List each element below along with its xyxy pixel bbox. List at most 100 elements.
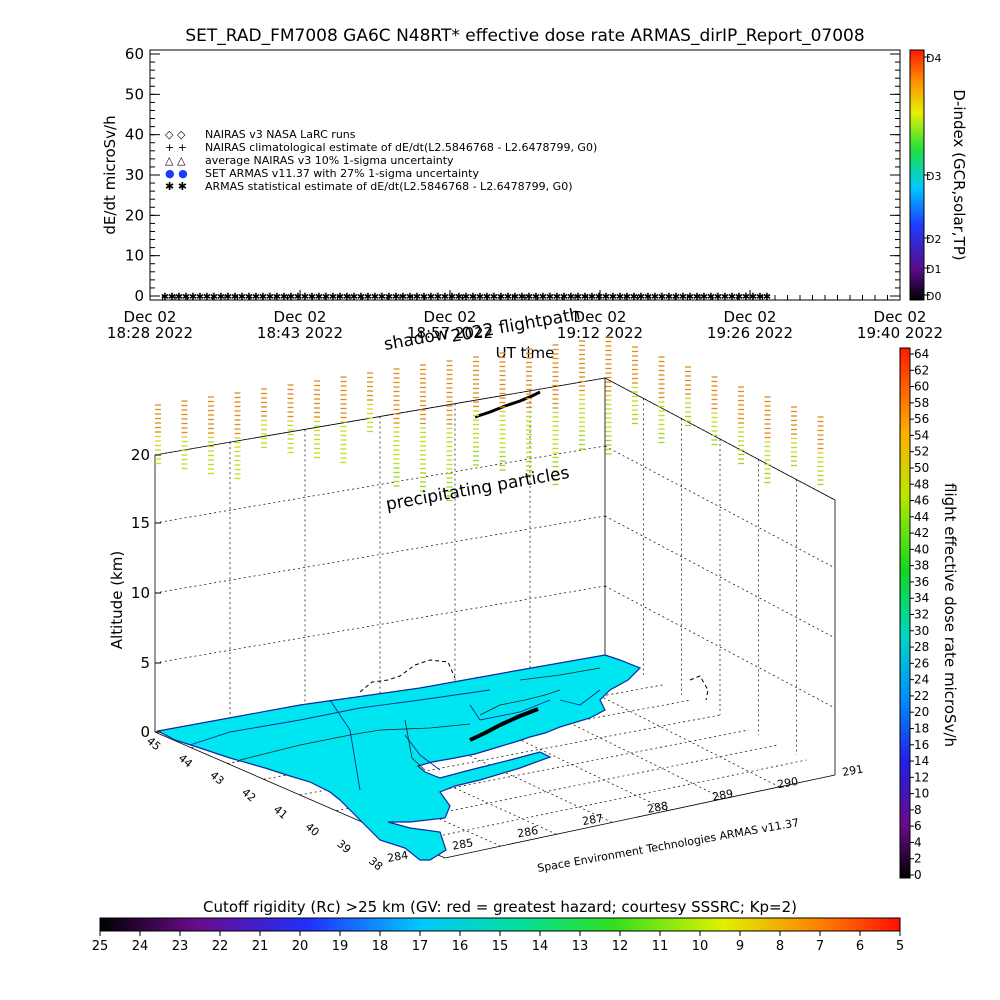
shadow-outline [359, 659, 709, 701]
data-point: ✱ [714, 292, 722, 303]
data-point: ✱ [378, 292, 386, 303]
legend-symbol: ● ● [165, 167, 188, 180]
data-point: ✱ [476, 292, 484, 303]
dose-tick-label: 56 [914, 412, 929, 426]
dose-tick-label: 62 [914, 363, 929, 377]
data-point: ✱ [350, 292, 358, 303]
x-tick-label: 18:57 2022 [407, 324, 493, 342]
legend-symbol: + + [165, 141, 187, 154]
y-tick-label: 10 [125, 247, 144, 265]
data-point: ✱ [686, 292, 694, 303]
dose-tick-label: 14 [914, 754, 929, 768]
x-tick-label: 19:26 2022 [707, 324, 793, 342]
data-point: ✱ [238, 292, 246, 303]
data-point: ✱ [497, 292, 505, 303]
data-point: ✱ [217, 292, 225, 303]
latitude-tick-label: 39 [334, 837, 353, 856]
dindex-colorbar [909, 49, 925, 301]
cutoff-tick-label: 25 [92, 939, 109, 954]
data-point: ✱ [539, 292, 547, 303]
longitude-tick-label: 289 [711, 787, 734, 803]
flightpath-track [474, 390, 541, 419]
latitude-tick-label: 43 [208, 769, 227, 788]
data-point: ✱ [588, 292, 596, 303]
altitude-tick-label: 5 [140, 654, 150, 672]
cutoff-colorbar-label: Cutoff rigidity (Rc) >25 km (GV: red = g… [203, 898, 797, 916]
dose-tick-label: 10 [914, 787, 929, 801]
x-tick-label: Dec 02 [124, 308, 177, 326]
data-point: ✱ [203, 292, 211, 303]
dose-tick-label: 0 [914, 868, 922, 882]
x-tick-label: 19:12 2022 [557, 324, 643, 342]
latitude-tick-label: 38 [366, 854, 385, 873]
dose-colorbar-ticks: 0246810121416182022242628303234363840424… [910, 347, 929, 882]
top-y-axis-label: dE/dt microSv/h [101, 115, 119, 234]
cutoff-tick-label: 8 [776, 939, 784, 954]
cutoff-tick-label: 10 [692, 939, 709, 954]
data-point: ✱ [385, 292, 393, 303]
longitude-tick-label: 284 [386, 849, 409, 865]
data-point: ✱ [532, 292, 540, 303]
data-point: ✱ [658, 292, 666, 303]
data-point: ✱ [581, 292, 589, 303]
x-tick-label: 18:43 2022 [257, 324, 343, 342]
dose-tick-label: 58 [914, 396, 929, 410]
data-point: ✱ [693, 292, 701, 303]
legend-entry: average NAIRAS v3 10% 1-sigma uncertaint… [205, 154, 454, 167]
legend-entry: ARMAS statistical estimate of dE/dt(L2.5… [205, 180, 572, 193]
dose-tick-label: 8 [914, 803, 922, 817]
map-inner-lines [189, 689, 601, 791]
data-point: ✱ [280, 292, 288, 303]
longitude-tick-label: 291 [841, 763, 864, 779]
data-point: ✱ [336, 292, 344, 303]
cutoff-tick-label: 18 [372, 939, 389, 954]
data-point: ✱ [210, 292, 218, 303]
cutoff-tick-label: 7 [816, 939, 824, 954]
longitude-tick-label: 290 [776, 775, 799, 791]
data-point: ✱ [413, 292, 421, 303]
altitude-tick-label: 0 [140, 723, 150, 741]
data-point: ✱ [749, 292, 757, 303]
data-point: ✱ [182, 292, 190, 303]
cutoff-tick-label: 16 [452, 939, 469, 954]
data-point: ✱ [602, 292, 610, 303]
data-point: ✱ [518, 292, 526, 303]
altitude-tick-label: 20 [131, 446, 150, 464]
legend-symbol: ◇ ◇ [165, 128, 186, 141]
dose-tick-label: 50 [914, 461, 929, 475]
armas-estimate-series: ✱✱✱✱✱✱✱✱✱✱✱✱✱✱✱✱✱✱✱✱✱✱✱✱✱✱✱✱✱✱✱✱✱✱✱✱✱✱✱✱… [161, 292, 771, 303]
flight-shadow-track [469, 707, 539, 742]
data-point: ✱ [322, 292, 330, 303]
data-point: ✱ [294, 292, 302, 303]
dose-tick-label: 36 [914, 575, 929, 589]
map-landmass [156, 654, 642, 861]
data-point: ✱ [756, 292, 764, 303]
data-point: ✱ [469, 292, 477, 303]
data-point: ✱ [616, 292, 624, 303]
y-tick-label: 0 [134, 287, 144, 305]
data-point: ✱ [644, 292, 652, 303]
data-point: ✱ [455, 292, 463, 303]
dose-tick-label: 48 [914, 477, 929, 491]
data-point: ✱ [357, 292, 365, 303]
data-point: ✱ [560, 292, 568, 303]
data-point: ✱ [434, 292, 442, 303]
data-point: ✱ [427, 292, 435, 303]
y-tick-label: 30 [125, 166, 144, 184]
dose-tick-label: 40 [914, 542, 929, 556]
x-tick-label: Dec 02 [724, 308, 777, 326]
dindex-ticks: D0 D1 D2 D3 D4 [924, 52, 941, 303]
dose-tick-label: 16 [914, 738, 929, 752]
data-point: ✱ [168, 292, 176, 303]
data-point: ✱ [224, 292, 232, 303]
x-tick-label: 19:40 2022 [857, 324, 943, 342]
data-point: ✱ [231, 292, 239, 303]
data-point: ✱ [329, 292, 337, 303]
y-tick-label: 60 [125, 45, 144, 63]
data-point: ✱ [406, 292, 414, 303]
cutoff-tick-label: 13 [572, 939, 589, 954]
altitude-tick-label: 15 [131, 514, 150, 532]
cutoff-tick-label: 22 [212, 939, 229, 954]
data-point: ✱ [308, 292, 316, 303]
